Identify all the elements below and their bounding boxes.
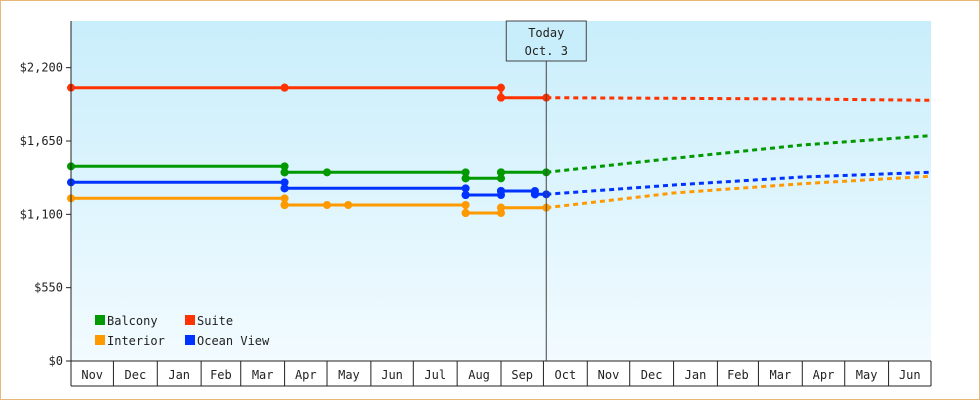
data-point-interior (323, 201, 332, 209)
legend-label-ocean-view: Ocean View (197, 334, 270, 348)
data-point-interior (461, 209, 470, 217)
y-tick-label: $0 (49, 354, 63, 368)
y-tick-label: $550 (34, 281, 63, 295)
month-label: Apr (813, 368, 835, 382)
data-point-interior (497, 203, 505, 212)
series-forecast-interior (546, 174, 930, 210)
legend-swatch-balcony (95, 315, 105, 325)
y-tick-label: $1,650 (20, 134, 63, 148)
data-point-ocean-view (280, 178, 289, 187)
legend-swatch-interior (95, 335, 105, 345)
legend-swatch-ocean-view (185, 335, 195, 345)
month-label: Nov (598, 368, 620, 382)
series-forecast-balcony (546, 134, 930, 174)
y-tick-label: $1,100 (20, 207, 63, 221)
month-label: Dec (641, 368, 663, 382)
legend-swatch-suite (185, 315, 195, 325)
month-label: Feb (210, 368, 232, 382)
month-label: Dec (125, 368, 147, 382)
data-point-interior (344, 201, 353, 209)
data-point-suite (280, 83, 289, 92)
y-tick-label: $2,200 (20, 61, 63, 75)
data-point-interior (280, 194, 289, 203)
data-point-balcony (280, 168, 289, 177)
data-point-balcony (497, 168, 505, 177)
month-label: Sep (511, 368, 533, 382)
data-point-balcony (497, 174, 505, 183)
data-point-ocean-view (461, 184, 470, 193)
series-forecast-ocean-view (546, 170, 930, 196)
data-point-ocean-view (530, 190, 539, 199)
data-point-ocean-view (461, 191, 470, 199)
month-label: Feb (727, 368, 749, 382)
data-point-suite (497, 93, 505, 102)
legend-label-suite: Suite (197, 314, 233, 328)
today-box (505, 20, 587, 62)
month-label: Oct (555, 368, 577, 382)
month-label: Mar (252, 368, 274, 382)
legend-label-balcony: Balcony (107, 314, 158, 328)
series-forecast-suite (546, 96, 930, 102)
month-label: Nov (81, 368, 103, 382)
data-point-balcony (461, 174, 470, 183)
data-point-ocean-view (497, 187, 505, 195)
month-label: Jan (168, 368, 190, 382)
month-label: Aug (468, 368, 490, 382)
month-label: Jun (899, 368, 921, 382)
data-point-balcony (323, 168, 332, 177)
month-label: May (856, 368, 878, 382)
data-point-interior (280, 201, 289, 209)
month-label: Mar (770, 368, 792, 382)
data-point-interior (461, 201, 470, 209)
month-label: Jul (424, 368, 446, 382)
month-label: Jun (381, 368, 403, 382)
data-point-ocean-view (280, 184, 289, 193)
month-label: Apr (295, 368, 317, 382)
legend-label-interior: Interior (107, 334, 165, 348)
today-label: Today (528, 26, 564, 40)
data-point-suite (497, 83, 505, 92)
today-date: Oct. 3 (525, 44, 568, 58)
month-label: Jan (685, 368, 707, 382)
data-point-balcony (461, 168, 470, 177)
data-point-balcony (280, 162, 289, 171)
month-label: May (338, 368, 360, 382)
